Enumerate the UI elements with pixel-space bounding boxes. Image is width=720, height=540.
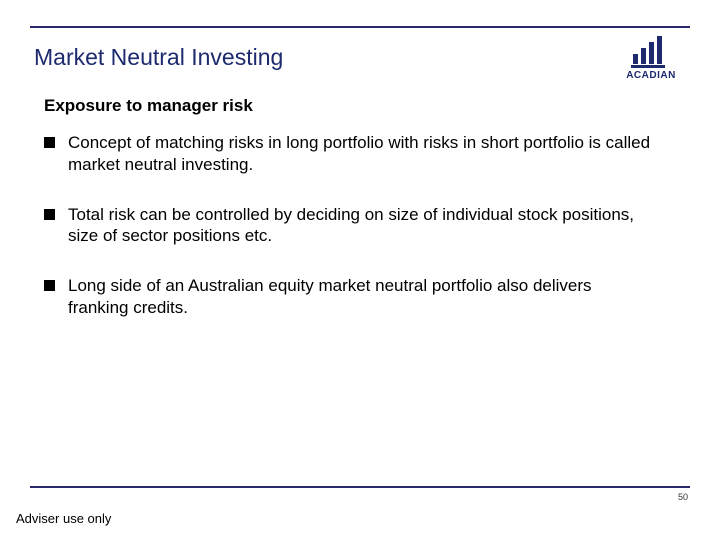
bullet-marker-icon <box>44 280 55 291</box>
brand-name: ACADIAN <box>612 70 690 81</box>
bullet-marker-icon <box>44 137 55 148</box>
bullet-marker-icon <box>44 209 55 220</box>
footer-text: Adviser use only <box>16 511 111 526</box>
list-item: Long side of an Australian equity market… <box>44 275 654 319</box>
top-divider <box>30 26 690 28</box>
slide-subtitle: Exposure to manager risk <box>44 96 253 116</box>
bullet-text: Total risk can be controlled by deciding… <box>68 204 654 248</box>
list-item: Total risk can be controlled by deciding… <box>44 204 654 248</box>
bottom-divider <box>30 486 690 488</box>
bullet-list: Concept of matching risks in long portfo… <box>44 132 654 347</box>
bullet-text: Long side of an Australian equity market… <box>68 275 654 319</box>
bullet-text: Concept of matching risks in long portfo… <box>68 132 654 176</box>
slide-title: Market Neutral Investing <box>34 44 283 71</box>
brand-logo: ACADIAN <box>612 34 690 81</box>
list-item: Concept of matching risks in long portfo… <box>44 132 654 176</box>
pillar-icon <box>629 34 673 68</box>
page-number: 50 <box>678 492 688 502</box>
slide: Market Neutral Investing ACADIAN Exposur… <box>0 0 720 540</box>
